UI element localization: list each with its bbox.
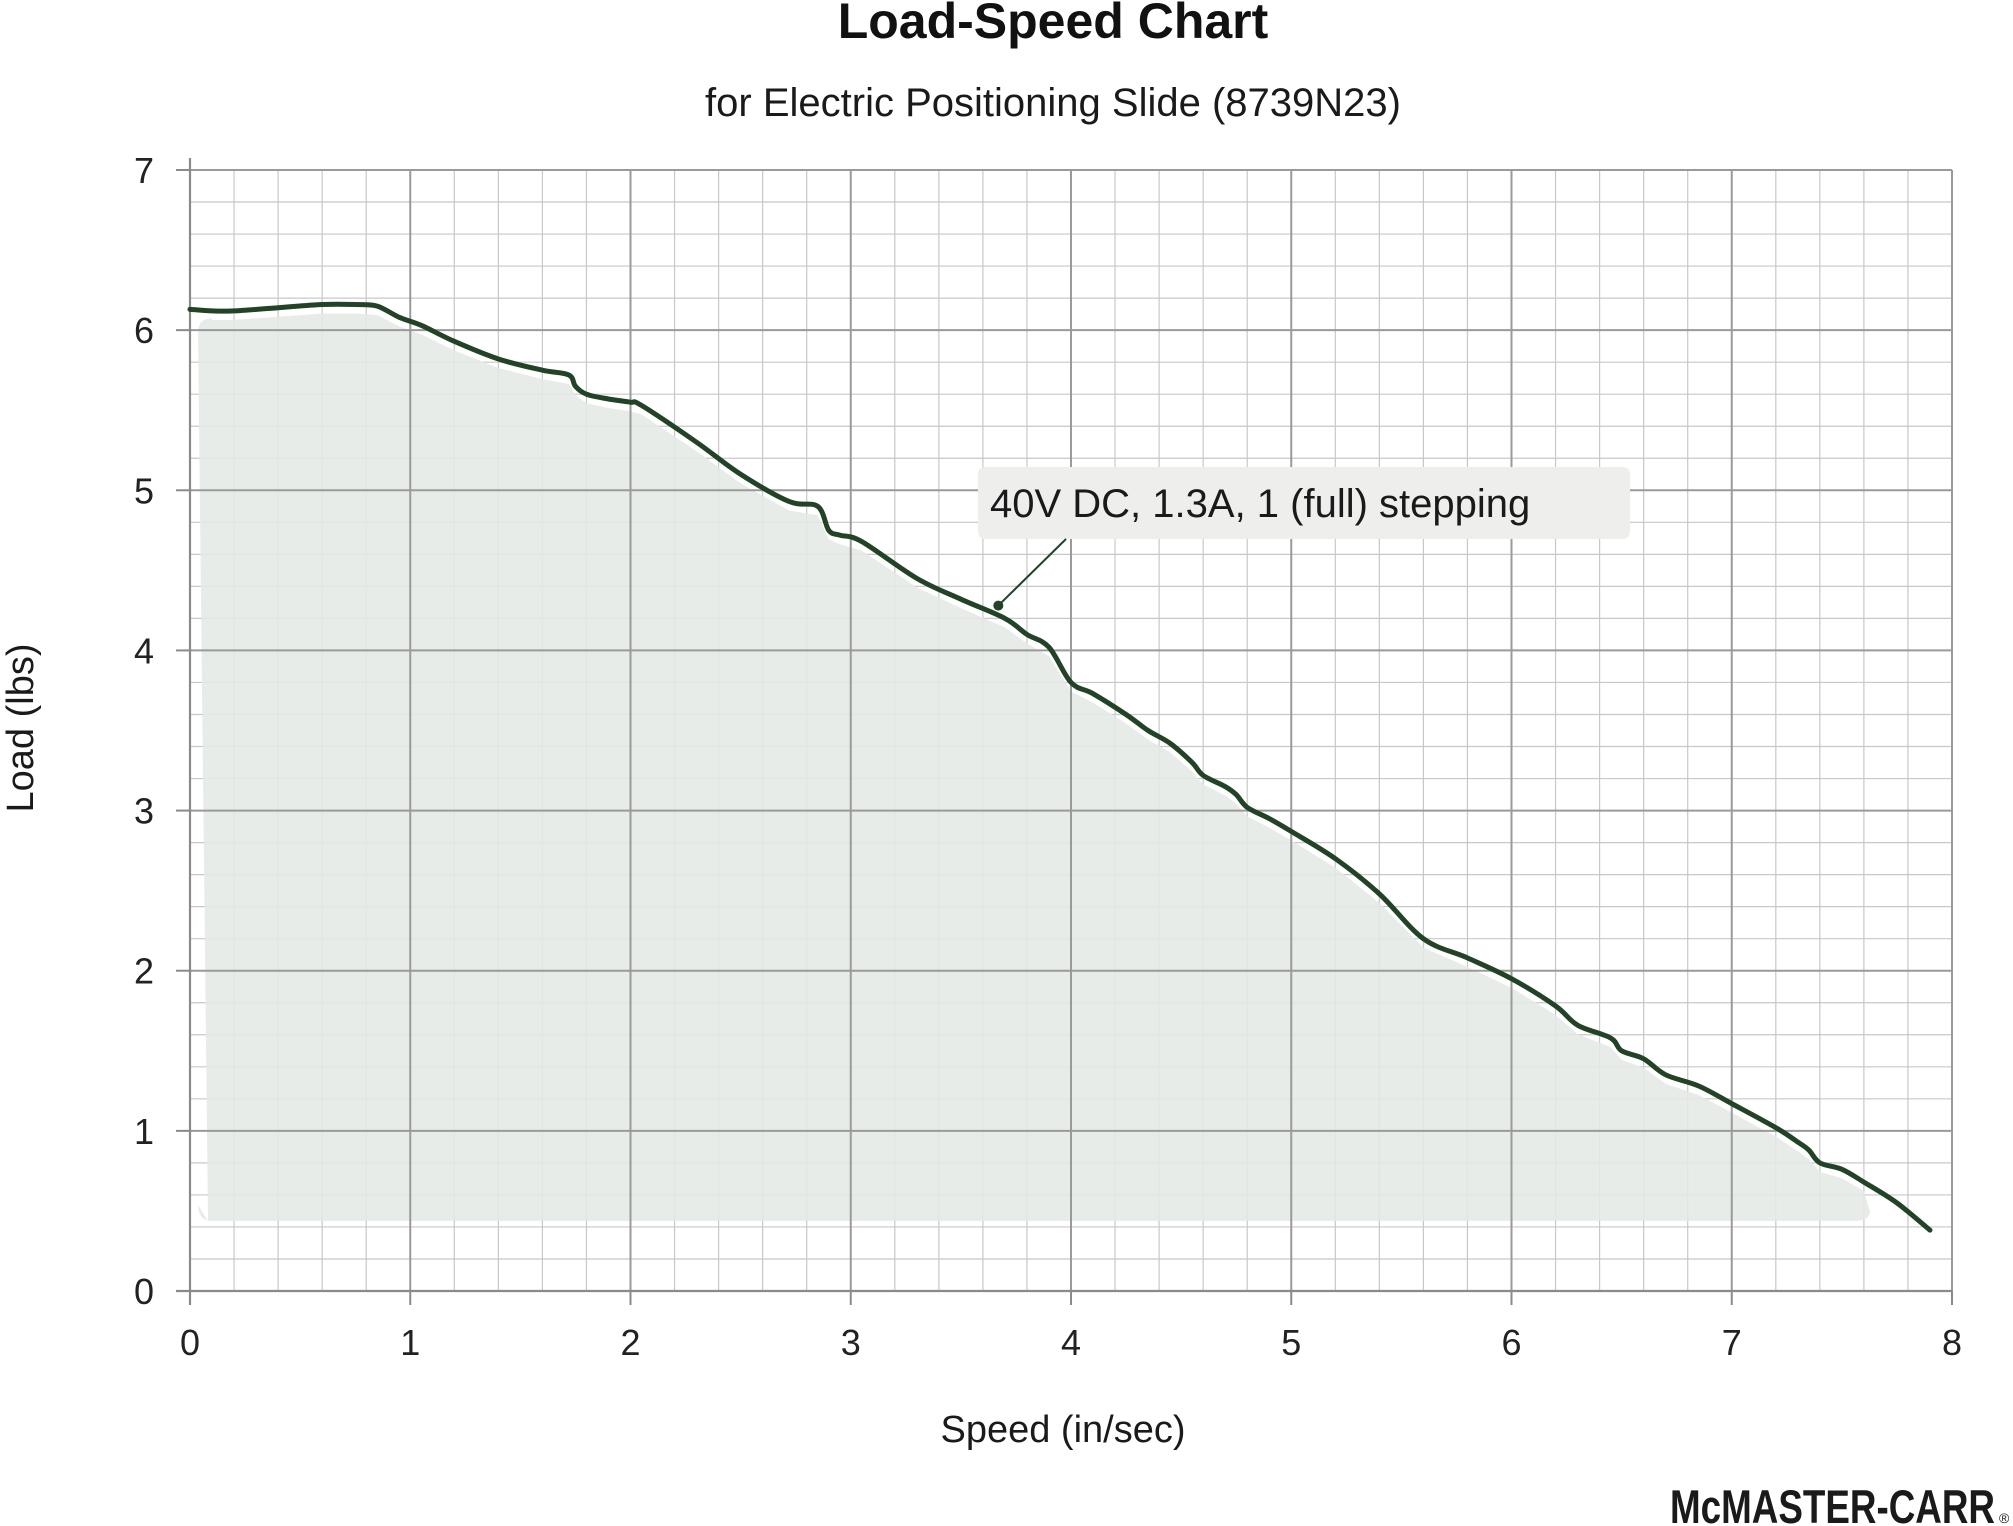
mcmaster-carr-logo: McMASTER-CARR ® bbox=[1670, 1480, 2010, 1526]
annotation-box bbox=[978, 467, 1630, 539]
axes bbox=[176, 158, 1953, 1305]
y-tick-label: 7 bbox=[134, 150, 154, 191]
y-tick-label: 6 bbox=[134, 310, 154, 351]
annotation-leader bbox=[997, 538, 1067, 607]
x-tick-label: 5 bbox=[1281, 1322, 1301, 1363]
registered-mark: ® bbox=[1999, 1510, 2010, 1526]
annotation-text: 40V DC, 1.3A, 1 (full) stepping bbox=[990, 482, 1530, 526]
x-tick-label: 4 bbox=[1061, 1322, 1081, 1363]
series-line-40v-dc bbox=[187, 301, 1933, 1233]
x-tick-label: 3 bbox=[841, 1322, 861, 1363]
y-tick-label: 5 bbox=[134, 470, 154, 511]
y-tick-label: 3 bbox=[134, 791, 154, 832]
logo-text: McMASTER-CARR bbox=[1670, 1480, 1995, 1526]
x-tick-label: 6 bbox=[1501, 1322, 1521, 1363]
x-tick-label: 2 bbox=[620, 1322, 640, 1363]
x-tick-label: 8 bbox=[1942, 1322, 1962, 1363]
operating-region-fill bbox=[198, 313, 1870, 1221]
y-tick-label: 2 bbox=[134, 951, 154, 992]
y-tick-labels: 0 1 2 3 4 5 6 7 bbox=[134, 150, 154, 1312]
x-tick-label: 0 bbox=[180, 1322, 200, 1363]
x-tick-label: 7 bbox=[1722, 1322, 1742, 1363]
y-tick-label: 0 bbox=[134, 1271, 154, 1312]
x-axis-label: Speed (in/sec) bbox=[940, 1409, 1185, 1451]
x-tick-labels: 0 1 2 3 4 5 6 7 8 bbox=[180, 1322, 1962, 1363]
y-axis-label: Load (lbs) bbox=[0, 644, 42, 813]
major-grid bbox=[189, 169, 1953, 1292]
chart-title: Load-Speed Chart bbox=[838, 0, 1269, 49]
chart-subtitle: for Electric Positioning Slide (8739N23) bbox=[705, 81, 1401, 125]
x-tick-label: 1 bbox=[400, 1322, 420, 1363]
annotation: 40V DC, 1.3A, 1 (full) stepping bbox=[978, 467, 1630, 611]
y-tick-label: 4 bbox=[134, 630, 154, 671]
y-tick-label: 1 bbox=[134, 1111, 154, 1152]
annotation-point bbox=[993, 600, 1004, 611]
